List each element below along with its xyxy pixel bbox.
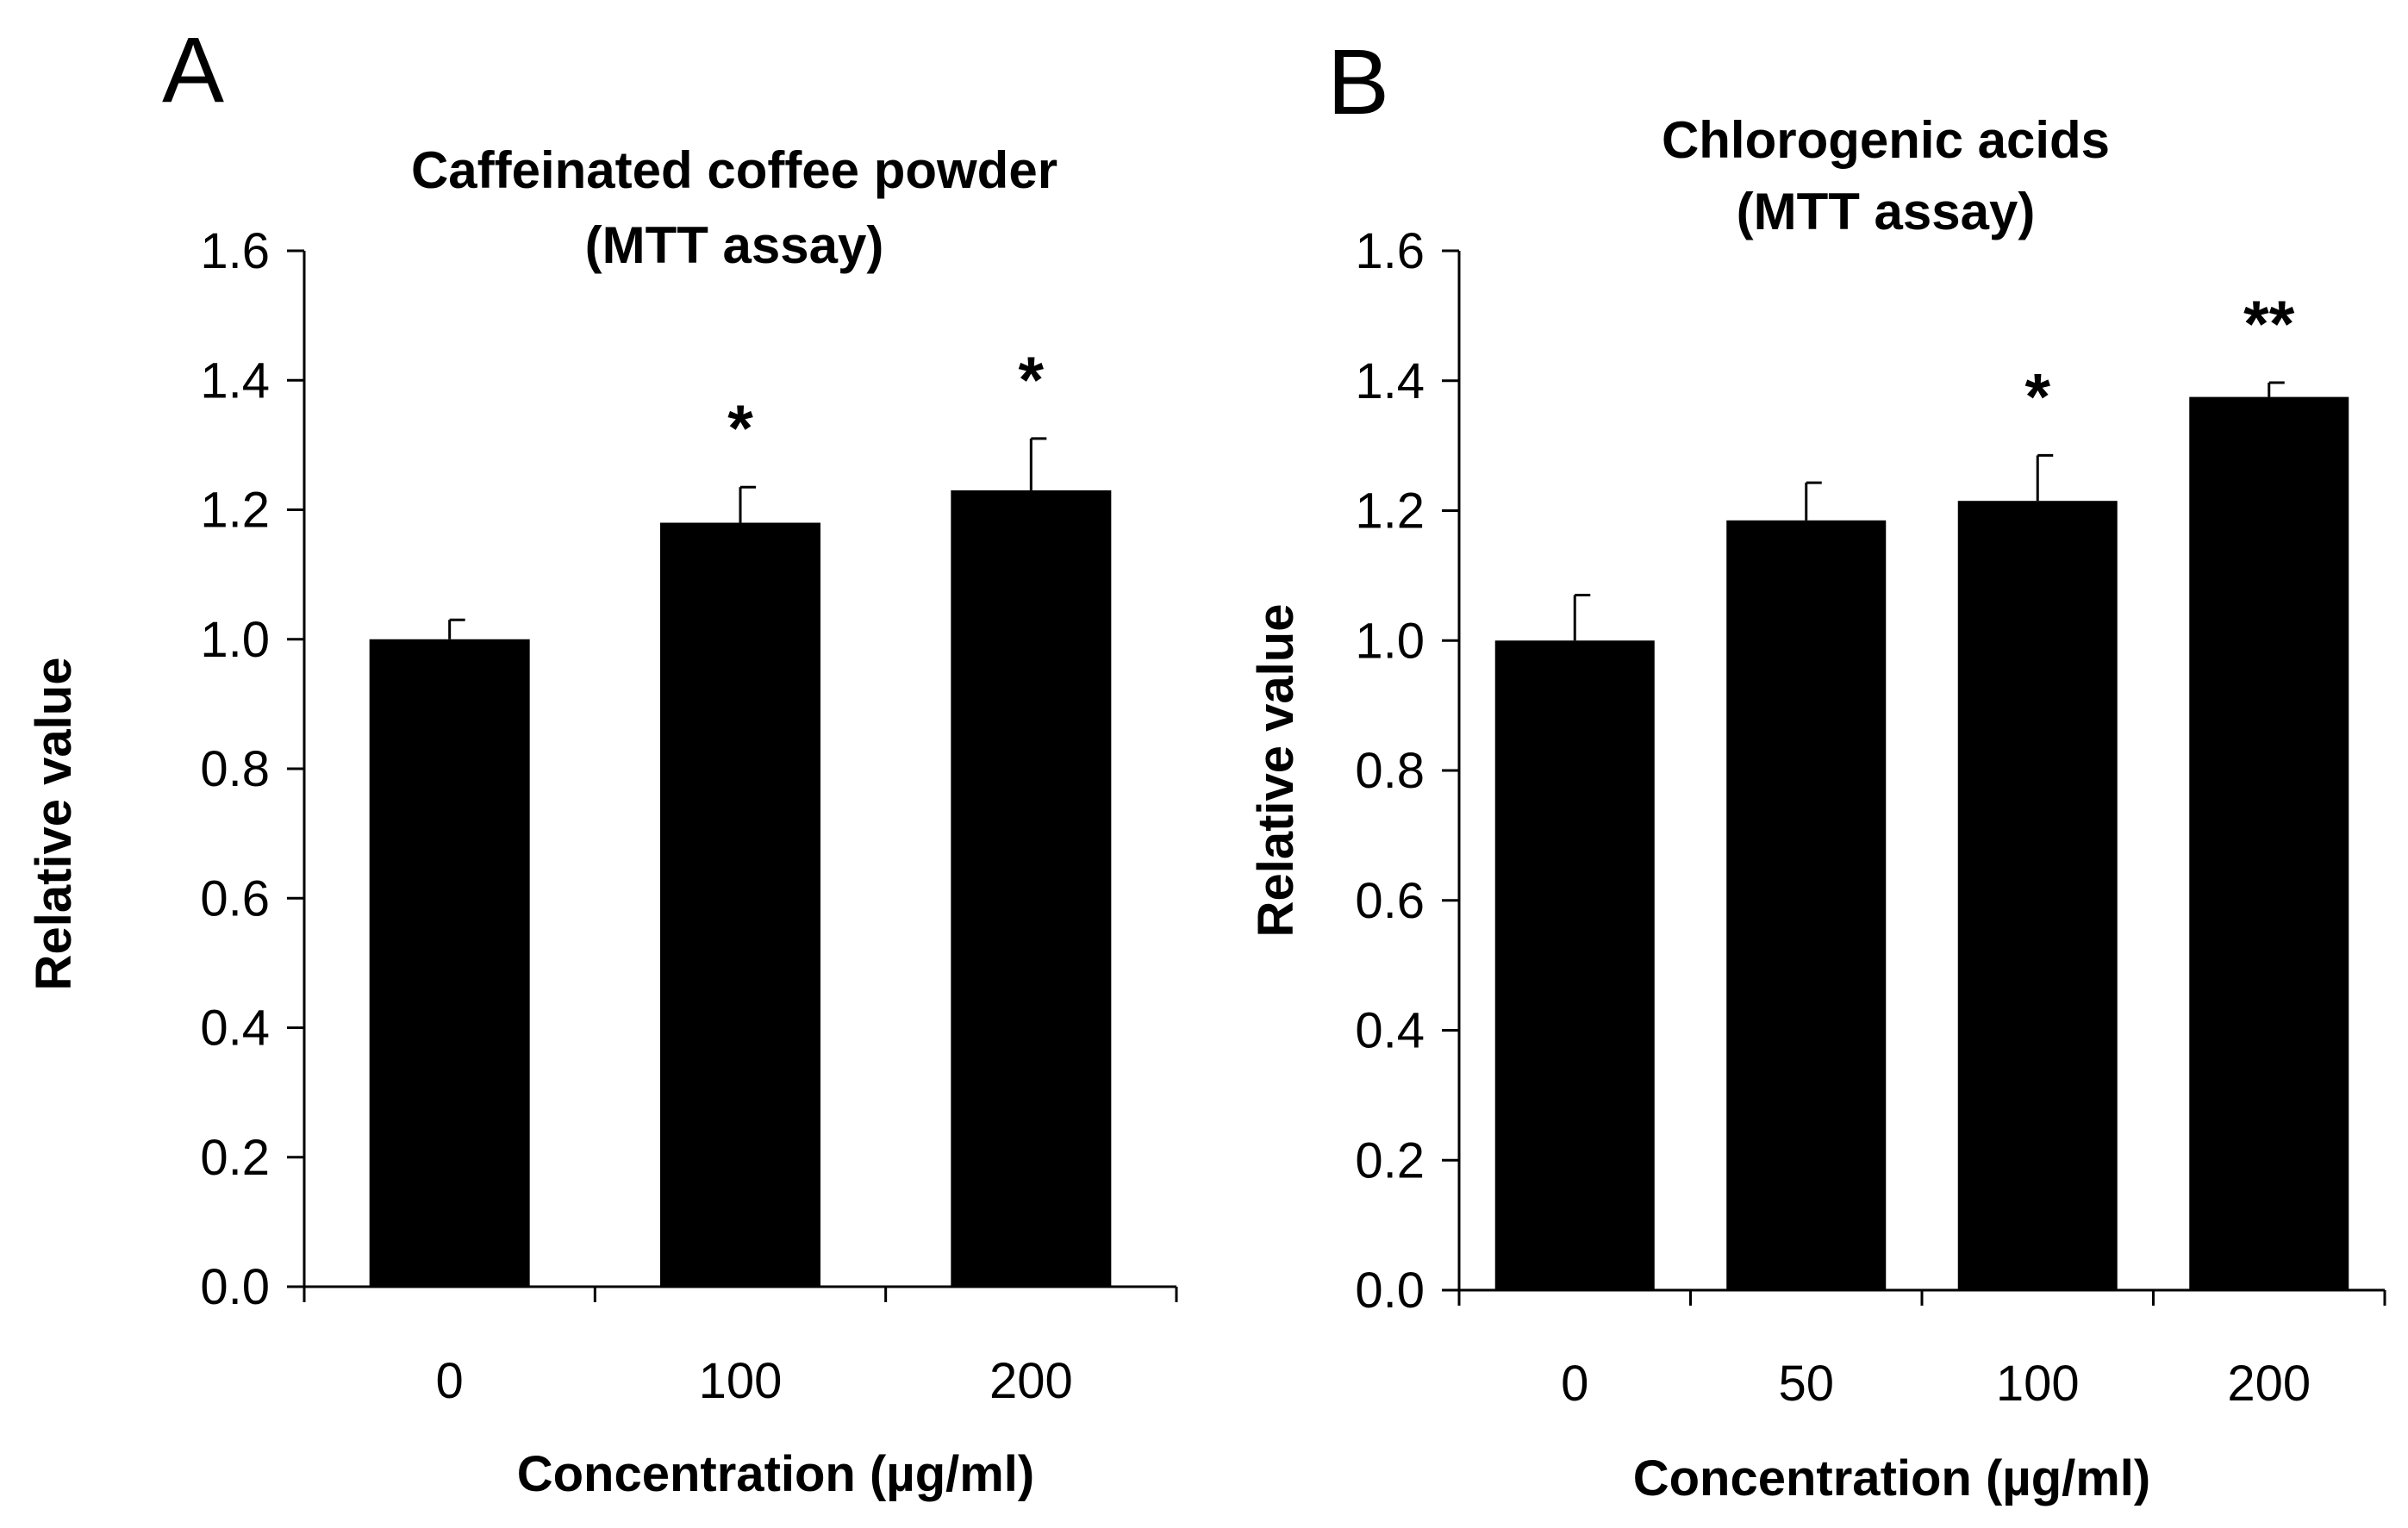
- significance-marker: *: [727, 392, 753, 465]
- chart-title-line: Caffeinated coffee powder: [411, 141, 1057, 199]
- y-tick-label: 1.6: [1355, 223, 1425, 279]
- significance-marker: *: [2024, 360, 2050, 433]
- y-tick-label: 0.2: [200, 1130, 270, 1186]
- y-tick-label: 1.6: [200, 223, 270, 279]
- y-tick-label: 0.8: [200, 741, 270, 797]
- bar: [951, 490, 1112, 1287]
- y-tick-label: 0.0: [200, 1259, 270, 1315]
- significance-marker: *: [1019, 344, 1045, 417]
- bar: [2189, 396, 2349, 1290]
- y-tick-label: 0.4: [200, 1001, 270, 1057]
- y-tick-label: 0.0: [1355, 1263, 1425, 1319]
- panel-a: A Caffeinated coffee powder (MTT assay) 0.0…: [26, 17, 1178, 1502]
- x-tick-label: 0: [1561, 1356, 1588, 1412]
- panel-b: B Chlorogenic acids (MTT assay) 0.0 0.2 0.4 0.…: [1248, 29, 2386, 1506]
- bar: [660, 522, 820, 1287]
- bar: [1494, 640, 1655, 1290]
- y-tick-label: 0.6: [200, 870, 270, 926]
- y-tick-label: 1.4: [200, 352, 270, 409]
- x-axis-label: Concentration (µg/ml): [1633, 1450, 2151, 1506]
- bar: [1957, 501, 2118, 1290]
- y-tick-label: 1.2: [200, 483, 270, 539]
- y-tick-label: 1.4: [1355, 353, 1425, 409]
- x-tick-label: 50: [1778, 1356, 1834, 1412]
- y-tick-label: 1.0: [200, 612, 270, 668]
- chart-title-line: (MTT assay): [585, 216, 884, 274]
- y-tick-label: 0.8: [1355, 743, 1425, 799]
- bar: [1726, 520, 1887, 1290]
- x-tick-label: 100: [699, 1353, 783, 1409]
- y-tick-label: 0.6: [1355, 873, 1425, 929]
- panel-letter: A: [162, 17, 224, 122]
- y-tick-label: 1.0: [1355, 613, 1425, 669]
- y-axis-label: Relative value: [26, 658, 82, 991]
- y-tick-label: 0.4: [1355, 1003, 1425, 1059]
- y-tick-label: 1.2: [1355, 483, 1425, 539]
- chart-title-line: Chlorogenic acids: [1662, 111, 2110, 169]
- x-tick-label: 200: [989, 1353, 1073, 1409]
- x-tick-label: 0: [436, 1353, 464, 1409]
- x-tick-label: 200: [2227, 1356, 2311, 1412]
- y-axis-label: Relative value: [1248, 604, 1304, 938]
- x-axis-label: Concentration (µg/ml): [517, 1446, 1035, 1502]
- panel-letter: B: [1327, 29, 1389, 134]
- x-tick-label: 100: [1996, 1356, 2080, 1412]
- significance-marker: **: [2243, 288, 2295, 361]
- chart-title-line: (MTT assay): [1737, 183, 2036, 240]
- bar: [369, 639, 530, 1287]
- y-tick-label: 0.2: [1355, 1132, 1425, 1188]
